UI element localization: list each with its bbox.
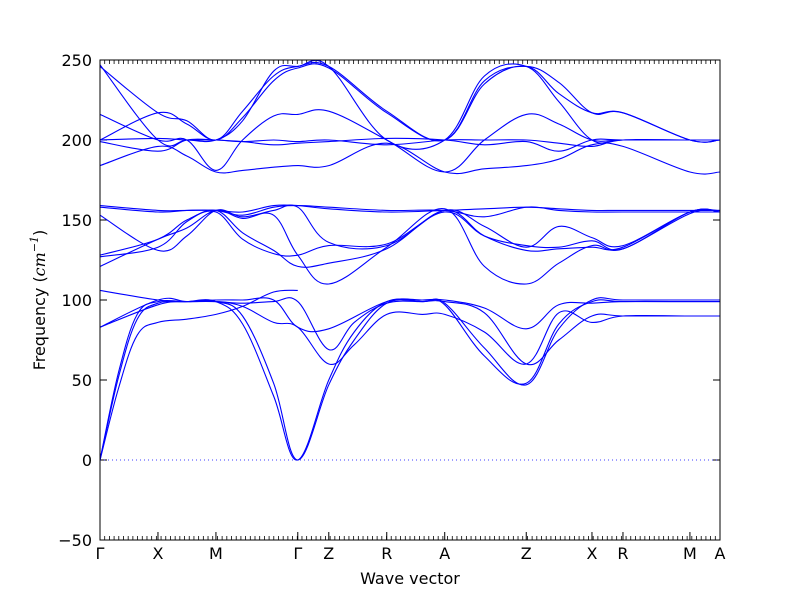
y-tick-label: 150 [61,211,92,230]
band-line-6 [99,289,720,365]
x-tick-label: M [209,544,223,563]
y-axis-label-suffix: ) [30,230,49,236]
y-axis-label: Frequency (cm−1) [28,230,49,371]
x-tick-label: A [715,544,726,563]
x-tick-label: A [439,544,450,563]
y-tick-label: 250 [61,51,92,70]
x-tick-label: R [381,544,392,563]
band-line-15 [99,137,720,152]
x-tick-label: M [683,544,697,563]
series-layer [99,59,721,461]
band-line-5 [99,298,720,461]
y-tick-label: 200 [61,131,92,150]
band-line-18 [99,61,721,143]
y-tick-label: 100 [61,291,92,310]
x-tick-label: X [152,544,163,563]
band-line-10 [99,204,721,252]
y-tick-label: −50 [58,531,92,550]
x-tick-label: X [586,544,597,563]
band-line-7 [99,208,721,285]
x-tick-label: R [617,544,628,563]
band-line-19 [99,59,720,150]
x-axis-label: Wave vector [360,569,460,588]
band-line-1 [99,289,298,461]
x-tick-label: Z [323,544,334,563]
band-line-4 [99,297,720,461]
band-line-3 [99,297,720,461]
y-axis-label-prefix: Frequency ( [30,276,49,370]
band-line-9 [99,208,721,257]
band-line-13 [99,142,721,175]
y-tick-label: 50 [72,371,92,390]
plot-frame [99,59,721,541]
band-line-2 [99,297,720,461]
y-tick-label: 0 [82,451,92,470]
x-tick-label: Γ [293,544,302,563]
y-axis-label-exponent: −1 [28,236,41,252]
y-axis-label-unit: cm [30,252,49,276]
band-line-12 [99,204,720,213]
band-line-8 [99,208,721,268]
band-line-16 [99,63,721,143]
x-tick-label: Γ [96,544,105,563]
x-tick-label: Z [521,544,532,563]
